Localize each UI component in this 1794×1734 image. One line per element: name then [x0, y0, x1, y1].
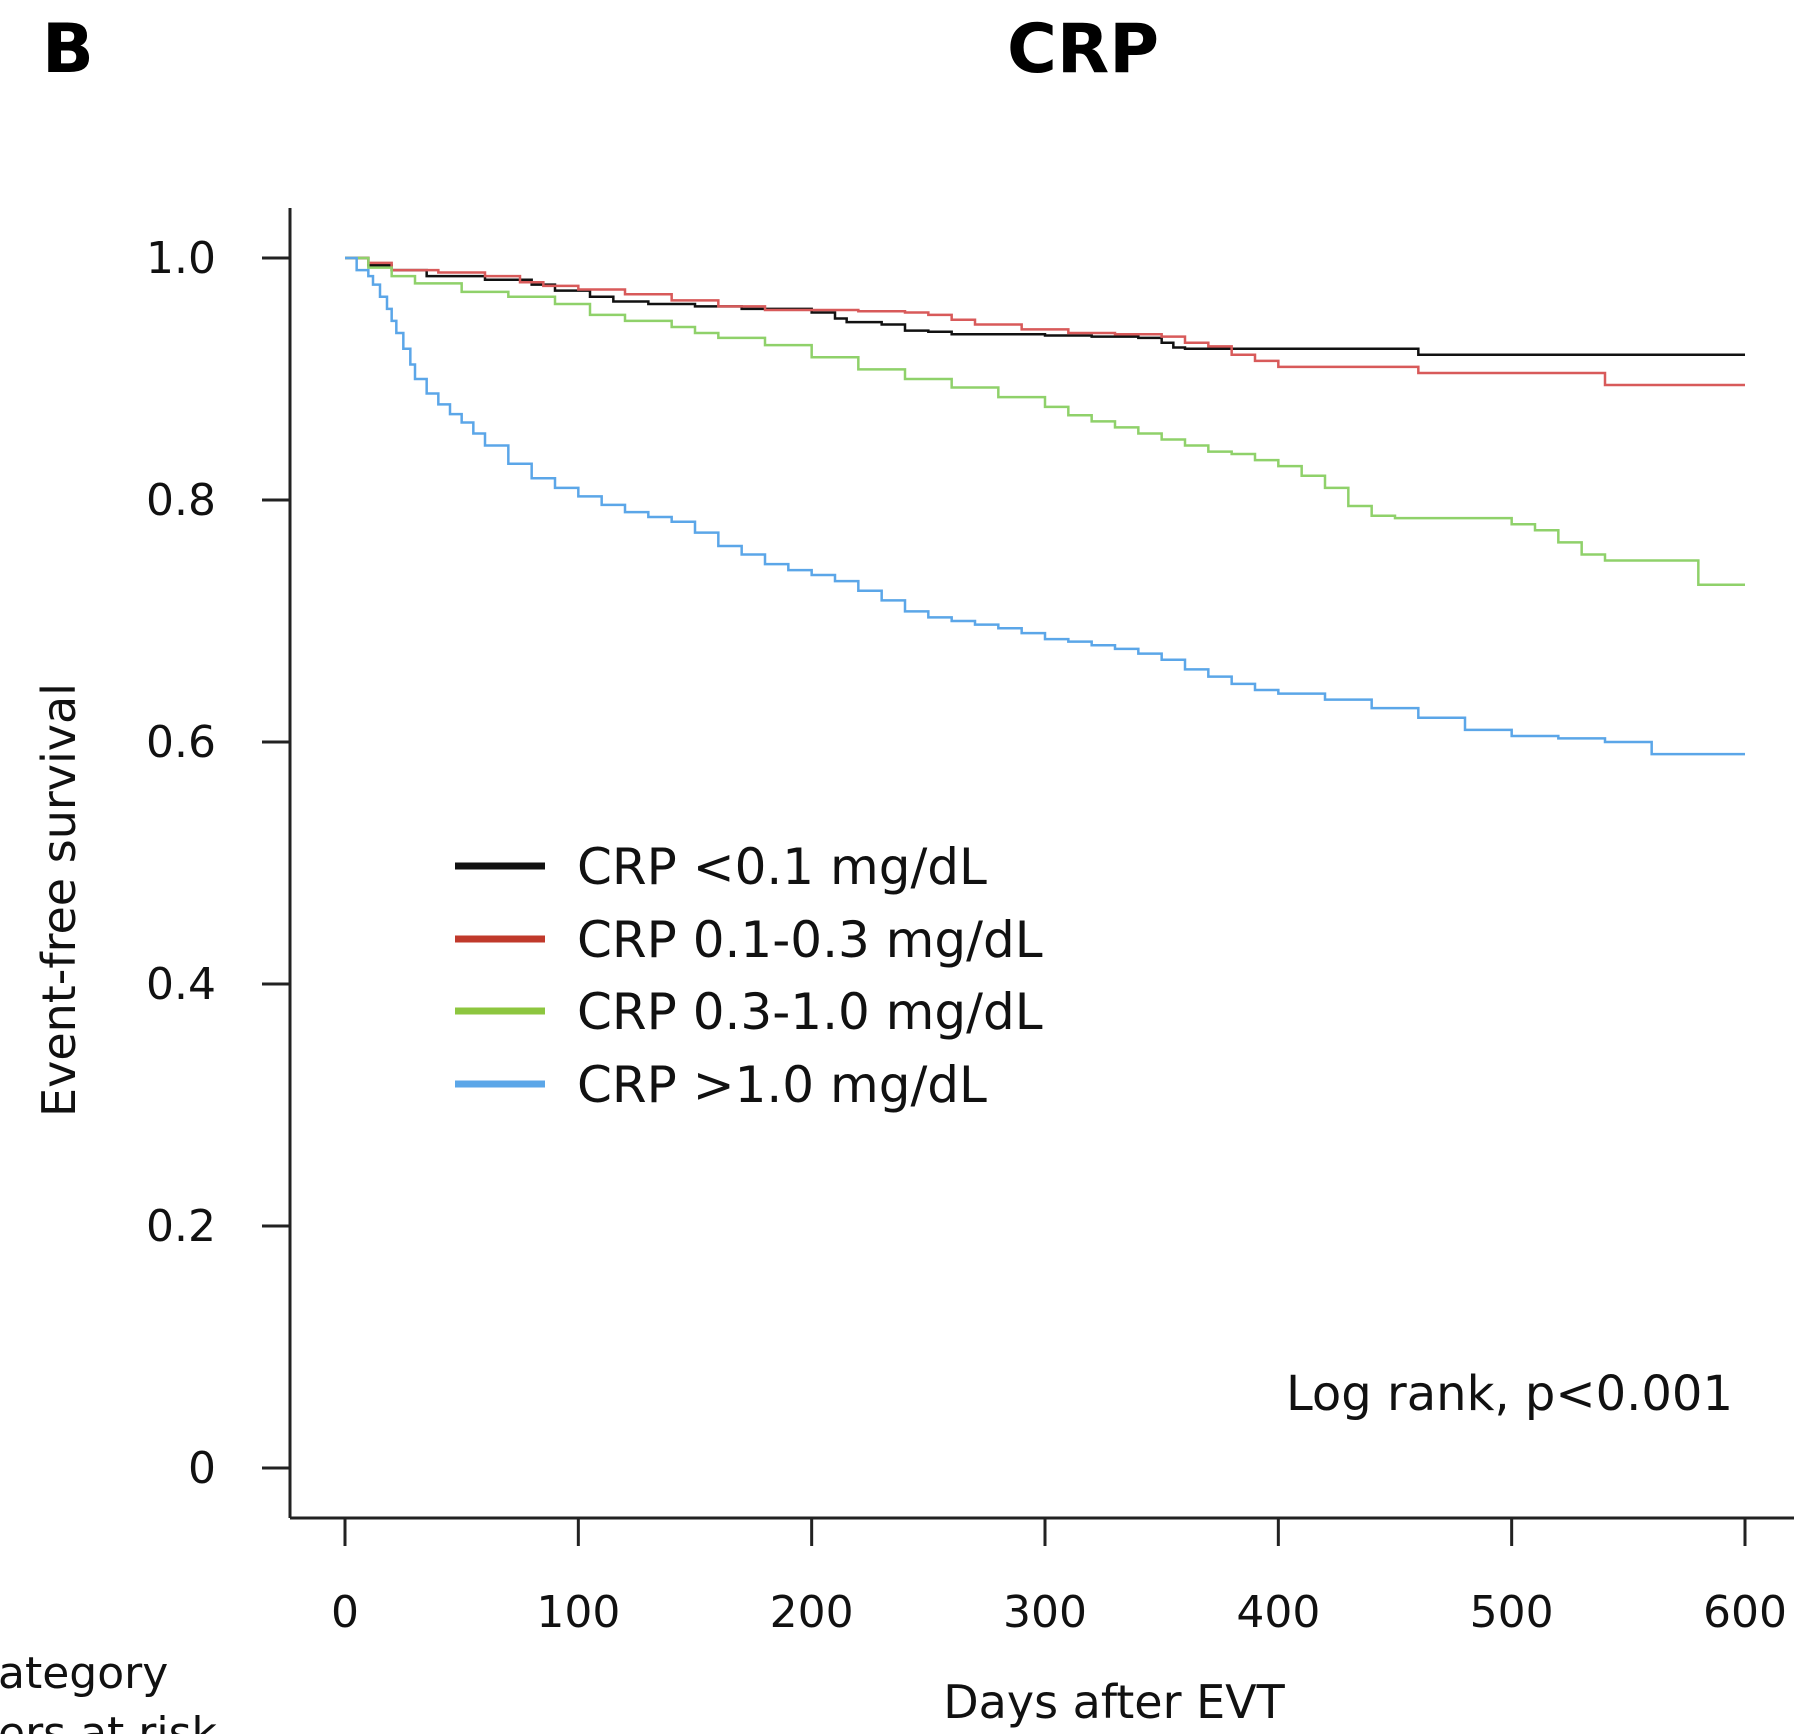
crp-lt-0.1-curve: [345, 256, 1745, 357]
y-ticks: 0 0.2 0.4 0.6 0.8 1.0: [146, 233, 290, 1494]
panel-label: B: [42, 10, 94, 89]
y-tick-label: 0: [188, 1443, 216, 1494]
crp-0.3-1.0-curve: [345, 256, 1745, 586]
y-tick-label: 0.8: [146, 475, 216, 526]
y-tick-label: 1.0: [146, 233, 216, 284]
x-tick-label: 300: [1003, 1587, 1087, 1638]
y-tick-label: 0.4: [146, 959, 216, 1010]
chart-title: CRP: [1007, 10, 1159, 89]
log-rank-annotation: Log rank, p<0.001: [1286, 1366, 1733, 1422]
survival-curves: [345, 256, 1745, 756]
x-tick-label: 0: [331, 1587, 359, 1638]
crp-0.1-0.3-curve: [345, 256, 1745, 387]
x-tick-label: 200: [770, 1587, 854, 1638]
y-tick-label: 0.2: [146, 1201, 216, 1252]
legend-label: CRP 0.3-1.0 mg/dL: [577, 983, 1043, 1041]
crp-gt-1.0-curve: [345, 256, 1745, 756]
cut-off-at-risk-text: ers at risk: [0, 1708, 218, 1734]
x-ticks: 0 100 200 300 400 500 600: [331, 1518, 1787, 1638]
x-tick-label: 500: [1470, 1587, 1554, 1638]
x-axis-label: Days after EVT: [943, 1675, 1285, 1729]
legend: CRP <0.1 mg/dL CRP 0.1-0.3 mg/dL CRP 0.3…: [455, 838, 1043, 1114]
y-axis-label: Event-free survival: [32, 683, 86, 1117]
x-tick-label: 400: [1236, 1587, 1320, 1638]
legend-label: CRP 0.1-0.3 mg/dL: [577, 911, 1043, 969]
legend-label: CRP >1.0 mg/dL: [577, 1056, 987, 1114]
legend-label: CRP <0.1 mg/dL: [577, 838, 987, 896]
cut-off-category-text: ategory: [0, 1648, 168, 1699]
x-tick-label: 600: [1703, 1587, 1787, 1638]
y-tick-label: 0.6: [146, 717, 216, 768]
x-tick-label: 100: [536, 1587, 620, 1638]
